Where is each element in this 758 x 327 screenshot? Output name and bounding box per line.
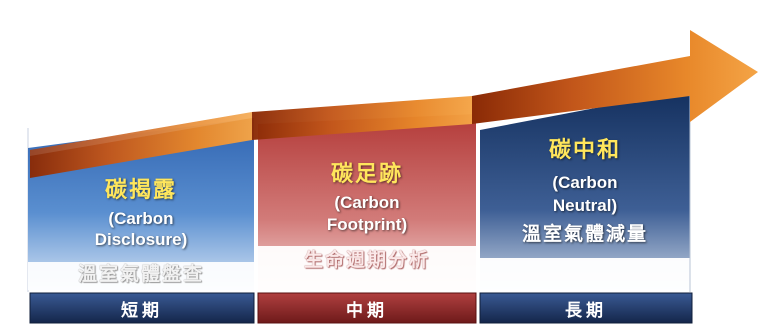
arrow-head bbox=[472, 30, 758, 124]
arrow-highlight bbox=[30, 112, 252, 156]
term-long-label: 長期 bbox=[565, 300, 607, 321]
stage-mid-subtitle: 生命週期分析 bbox=[303, 249, 430, 271]
stage-short-english-2: Disclosure) bbox=[94, 230, 188, 249]
stage-mid-english-2: Footprint) bbox=[326, 215, 408, 234]
stage-long-subtitle: 溫室氣體減量 bbox=[521, 223, 648, 245]
term-bar-short bbox=[29, 292, 255, 324]
term-short-label: 短期 bbox=[121, 300, 163, 321]
stage-block-long bbox=[480, 90, 690, 290]
arrow-segment-2 bbox=[252, 96, 472, 140]
term-mid-label: 中期 bbox=[346, 300, 388, 321]
stage-mid-title: 碳足跡 bbox=[330, 161, 403, 187]
stage-long-title: 碳中和 bbox=[548, 137, 621, 163]
arrow-segment-1 bbox=[30, 112, 252, 178]
stage-mid-english-1: (Carbon bbox=[334, 193, 400, 212]
stage-long-english-1: (Carbon bbox=[552, 173, 618, 192]
stage-short-subtitle: 溫室氣體盤查 bbox=[77, 263, 204, 285]
stage-short-english-1: (Carbon bbox=[108, 209, 174, 228]
subtitle-panel-short bbox=[28, 262, 254, 290]
stage-long-english-2: Neutral) bbox=[552, 196, 618, 215]
term-bar-mid bbox=[257, 292, 477, 324]
subtitle-panel-long bbox=[480, 258, 690, 290]
stage-short-title: 碳揭露 bbox=[104, 177, 177, 203]
subtitle-panel-mid bbox=[258, 246, 476, 290]
term-bar-long bbox=[479, 292, 693, 324]
